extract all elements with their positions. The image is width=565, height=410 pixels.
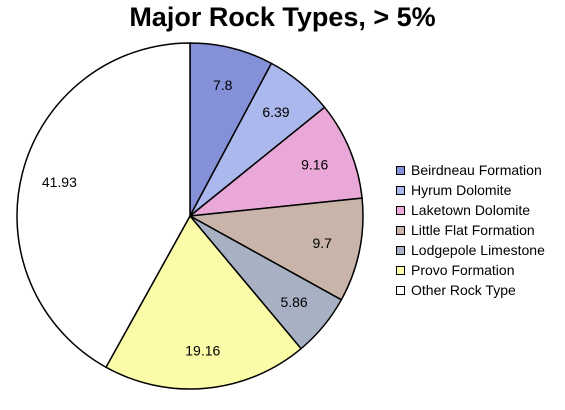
legend-item-hyrum-dolomite: Hyrum Dolomite	[396, 180, 545, 200]
legend-label: Other Rock Type	[411, 282, 516, 298]
data-label-lodgepole-limestone: 5.86	[280, 294, 307, 310]
legend-swatch	[396, 285, 405, 295]
data-label-other-rock-type: 41.93	[42, 174, 77, 190]
legend-label: Lodgepole Limestone	[411, 242, 545, 258]
data-label-little-flat-formation: 9.7	[312, 235, 332, 251]
legend-item-laketown-dolomite: Laketown Dolomite	[396, 200, 545, 220]
legend-item-provo-formation: Provo Formation	[396, 260, 545, 280]
legend-swatch	[396, 165, 405, 175]
legend: Beirdneau Formation Hyrum Dolomite Laketow…	[396, 160, 545, 300]
legend-item-lodgepole-limestone: Lodgepole Limestone	[396, 240, 545, 260]
pie-slice-little-flat-formation	[187, 197, 364, 301]
legend-swatch	[396, 185, 405, 195]
legend-swatch	[396, 205, 405, 215]
data-label-hyrum-dolomite: 6.39	[262, 104, 289, 120]
legend-item-beirdneau-formation: Beirdneau Formation	[396, 160, 545, 180]
legend-item-little-flat-formation: Little Flat Formation	[396, 220, 545, 240]
legend-swatch	[396, 225, 405, 235]
data-label-beirdneau-formation: 7.8	[213, 77, 233, 93]
pie-slice-other-rock-type	[16, 42, 191, 369]
data-label-laketown-dolomite: 9.16	[301, 157, 328, 173]
legend-swatch	[396, 245, 405, 255]
legend-label: Hyrum Dolomite	[411, 182, 512, 198]
legend-label: Laketown Dolomite	[411, 202, 531, 218]
legend-item-other-rock-type: Other Rock Type	[396, 280, 545, 300]
legend-label: Beirdneau Formation	[411, 162, 542, 178]
chart-title: Major Rock Types, > 5%	[129, 2, 436, 32]
legend-swatch	[396, 265, 405, 275]
pie-slice-provo-formation	[104, 214, 303, 390]
legend-label: Provo Formation	[411, 262, 515, 278]
legend-label: Little Flat Formation	[411, 222, 535, 238]
data-label-provo-formation: 19.16	[185, 342, 220, 358]
pie-slice-laketown-dolomite	[187, 106, 363, 218]
